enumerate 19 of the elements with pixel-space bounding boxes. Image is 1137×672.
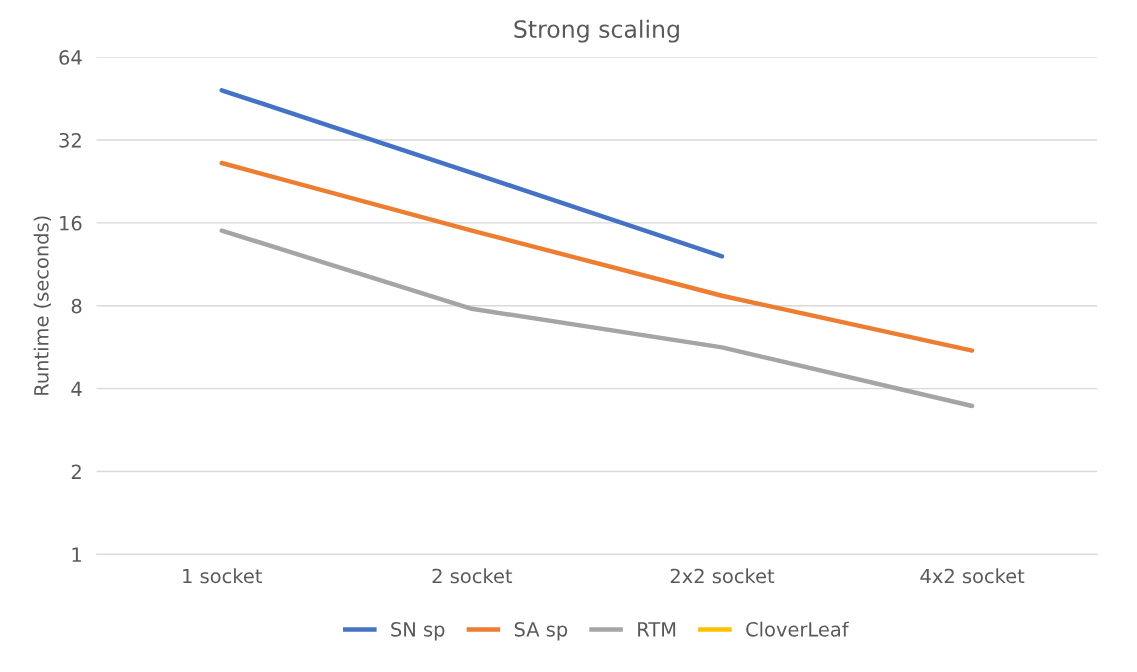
y-tick-label: 4 (71, 381, 82, 397)
y-tick-label: 8 (71, 298, 82, 314)
y-tick-label: 32 (59, 132, 81, 148)
y-tick-label: 16 (60, 215, 82, 231)
legend-label: SN sp (391, 621, 445, 641)
x-tick-label: 1 socket (183, 568, 262, 584)
x-tick-label: 4x2 socket (920, 568, 1025, 584)
line-series (219, 160, 975, 353)
y-tick-label: 2 (71, 464, 81, 479)
y-tick-label: 1 (72, 547, 81, 562)
x-tick-label: 2 socket (432, 568, 513, 584)
y-tick-label: 64 (59, 50, 82, 65)
legend-label: RTM (638, 622, 676, 637)
chart-title: Strong scaling (514, 19, 679, 43)
legend-label: SA sp (514, 621, 568, 641)
legend-label: CloverLeaf (746, 621, 849, 637)
line-series (219, 228, 975, 409)
y-axis-title: Runtime (seconds) (33, 216, 51, 395)
x-tick-label: 2x2 socket (670, 568, 775, 584)
